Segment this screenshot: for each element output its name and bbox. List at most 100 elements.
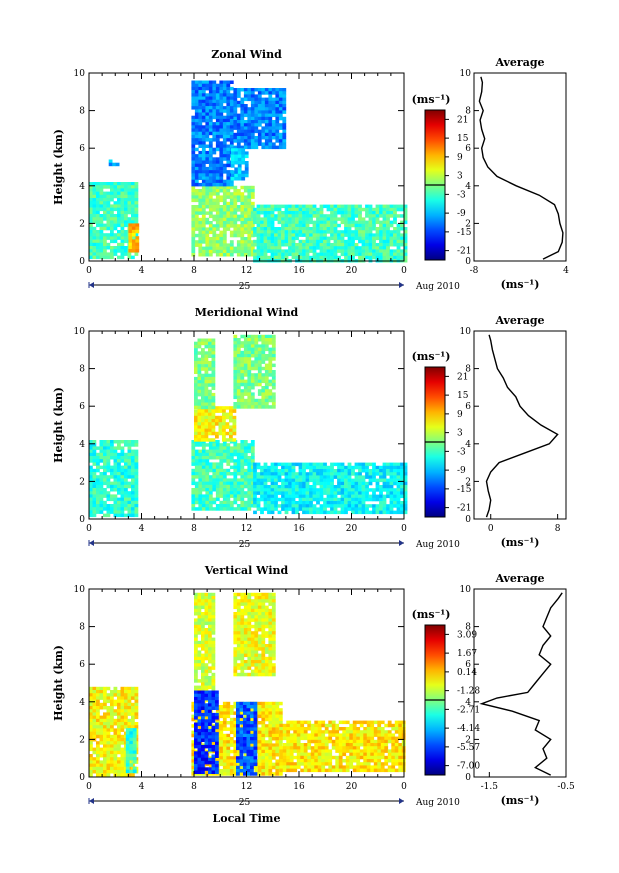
panel-1-cell bbox=[205, 443, 210, 447]
panel-1-cell bbox=[351, 469, 355, 473]
panel-0-xtick-label: 16 bbox=[293, 266, 305, 276]
panel-1-cell bbox=[382, 494, 387, 499]
panel-0-cell bbox=[323, 220, 327, 225]
panel-1-cell bbox=[243, 338, 248, 342]
panel-2-cell bbox=[222, 724, 227, 728]
panel-1-cell bbox=[233, 379, 238, 384]
panel-2-cell bbox=[129, 744, 134, 748]
panel-1-cell bbox=[264, 338, 269, 342]
panel-0-avg-ytick-label: 0 bbox=[465, 257, 471, 267]
panel-0-cell bbox=[222, 131, 227, 136]
panel-1-cell bbox=[229, 435, 233, 439]
panel-1-cell bbox=[323, 462, 327, 467]
panel-1-cell bbox=[194, 452, 199, 457]
panel-2-cell bbox=[96, 757, 100, 761]
panel-2-cell bbox=[120, 760, 125, 764]
panel-1-cell bbox=[243, 459, 248, 463]
panel-1-cell bbox=[211, 364, 216, 368]
panel-2-cell bbox=[226, 749, 231, 754]
panel-1-cell bbox=[208, 500, 213, 505]
panel-0-cell bbox=[191, 208, 196, 212]
panel-1-cell bbox=[250, 360, 255, 364]
panel-0-cell bbox=[89, 204, 93, 208]
panel-1-cell bbox=[250, 440, 255, 444]
panel-1-cell bbox=[250, 443, 255, 447]
panel-0-cell bbox=[215, 214, 220, 219]
panel-0-cell bbox=[215, 185, 220, 190]
panel-1-cell bbox=[365, 494, 369, 499]
panel-2-cell bbox=[222, 714, 227, 719]
panel-0-cell bbox=[131, 185, 135, 189]
panel-1-cell bbox=[204, 376, 209, 381]
panel-1-cell bbox=[194, 380, 198, 384]
panel-0-cell bbox=[226, 118, 231, 123]
panel-0-cell bbox=[89, 236, 93, 240]
panel-0-cell bbox=[198, 163, 203, 168]
panel-1-cell bbox=[274, 504, 278, 508]
panel-1-cell bbox=[219, 478, 224, 482]
panel-1-cell bbox=[201, 488, 206, 492]
panel-0-cell bbox=[110, 214, 114, 218]
panel-2-cell bbox=[129, 731, 134, 735]
panel-0-cell bbox=[278, 107, 283, 111]
panel-0-cell bbox=[89, 207, 93, 212]
panel-0-cell bbox=[309, 217, 313, 221]
panel-0-cell bbox=[191, 115, 196, 120]
panel-0-cell bbox=[316, 246, 320, 250]
panel-1-cell bbox=[326, 488, 331, 492]
panel-0-ytick-label: 0 bbox=[79, 257, 85, 267]
panel-0-cell bbox=[198, 131, 203, 136]
panel-0-cell bbox=[333, 217, 338, 221]
panel-0-cell bbox=[236, 214, 241, 219]
panel-1-cell bbox=[270, 478, 275, 483]
panel-1-cell bbox=[268, 405, 273, 409]
panel-1-cell bbox=[382, 497, 387, 502]
panel-2-cell bbox=[261, 765, 266, 770]
panel-2-cell bbox=[240, 724, 245, 728]
panel-0-cell bbox=[264, 123, 269, 127]
panel-2-cell bbox=[127, 722, 132, 726]
panel-1-cell bbox=[291, 472, 296, 476]
panel-2-cell bbox=[226, 705, 231, 709]
panel-0-cell bbox=[372, 249, 376, 253]
panel-2-cell bbox=[110, 763, 114, 768]
panel-0-cell bbox=[275, 126, 280, 130]
panel-1-cell bbox=[268, 395, 273, 400]
panel-0-cell bbox=[386, 214, 390, 218]
panel-0-cell bbox=[117, 246, 121, 250]
panel-1-cell bbox=[365, 491, 369, 495]
panel-2-cell bbox=[120, 712, 125, 716]
panel-0-cell bbox=[282, 104, 287, 108]
panel-1-cell bbox=[312, 504, 317, 508]
panel-0-cell bbox=[241, 151, 246, 155]
panel-1-cell bbox=[208, 425, 212, 429]
panel-0-cell bbox=[201, 173, 206, 177]
panel-2-cell bbox=[113, 744, 118, 748]
panel-0-cell bbox=[254, 120, 259, 124]
panel-1-cell bbox=[243, 334, 248, 339]
panel-0-cell bbox=[382, 252, 387, 257]
panel-1-cell bbox=[257, 334, 262, 339]
panel-2-cell bbox=[103, 722, 107, 726]
panel-0-cell bbox=[326, 214, 331, 218]
panel-0-cell bbox=[89, 246, 93, 250]
panel-0-cell bbox=[229, 118, 234, 123]
panel-0-cell bbox=[344, 217, 348, 221]
panel-1-cell bbox=[201, 468, 206, 473]
panel-1-cell bbox=[375, 481, 380, 486]
panel-1-cell bbox=[393, 481, 397, 486]
panel-1-cell bbox=[233, 376, 238, 380]
panel-0-cell bbox=[134, 217, 139, 221]
panel-0-cell bbox=[240, 224, 245, 228]
panel-0-cell bbox=[337, 255, 341, 260]
panel-0-cell bbox=[120, 201, 125, 205]
panel-0-cell bbox=[215, 141, 220, 145]
panel-1-cell bbox=[277, 504, 282, 508]
panel-1-cell bbox=[358, 485, 362, 489]
panel-0-cell bbox=[219, 80, 224, 84]
panel-0-cell bbox=[351, 249, 355, 253]
panel-1-cell bbox=[281, 472, 285, 476]
panel-0-cell bbox=[124, 223, 128, 228]
panel-0-cell bbox=[198, 128, 203, 132]
panel-2-cell bbox=[191, 746, 196, 751]
